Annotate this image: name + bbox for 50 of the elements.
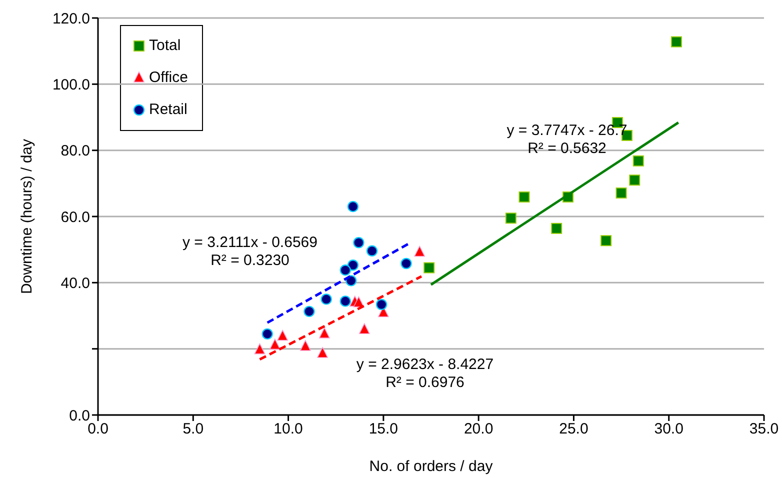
point	[262, 328, 273, 340]
x-tick-label: 25.0	[559, 420, 588, 438]
point	[277, 330, 288, 341]
point	[600, 235, 612, 246]
point	[632, 155, 644, 166]
point	[353, 237, 364, 248]
y-tick-label: 80.0	[60, 142, 90, 160]
y-axis-title: Downtime (hours) / day	[18, 138, 36, 294]
point	[376, 298, 388, 310]
annotation: y = 3.2111x - 0.6569 R² = 0.3230	[182, 234, 318, 269]
point	[359, 323, 370, 334]
point	[270, 338, 280, 350]
point	[317, 347, 328, 358]
x-tick-label: 20.0	[464, 420, 494, 438]
legend-label: Retail	[149, 100, 188, 120]
annotation: y = 2.9623x - 8.4227 R² = 0.6976	[356, 356, 494, 391]
x-tick-label: 10.0	[274, 420, 303, 438]
x-tick-label: 35.0	[749, 420, 779, 438]
y-tick-label: 120.0	[52, 10, 90, 28]
point	[366, 245, 378, 257]
point	[400, 258, 412, 270]
point	[347, 200, 359, 212]
point	[505, 212, 516, 224]
point	[319, 328, 330, 338]
x-tick-label: 5.0	[182, 420, 204, 438]
point	[300, 340, 311, 351]
point	[254, 343, 266, 354]
point	[424, 262, 435, 274]
y-tick-label: 0.0	[69, 407, 90, 424]
point	[551, 222, 562, 234]
point	[414, 246, 425, 257]
legend-label: Total	[149, 36, 181, 56]
point	[347, 260, 359, 271]
y-tick-label: 100.0	[52, 76, 90, 94]
x-axis-title: No. of orders / day	[369, 458, 494, 475]
y-tick-label: 40.0	[60, 274, 90, 292]
y-tick-label: 60.0	[60, 208, 90, 226]
point	[320, 294, 332, 305]
x-tick-label: 0.0	[88, 420, 108, 438]
point	[518, 191, 530, 202]
point	[670, 36, 682, 48]
point	[629, 174, 640, 186]
annotation: y = 3.7747x - 26.7 R² = 0.5632	[506, 122, 628, 157]
x-tick-label: 30.0	[654, 420, 684, 438]
x-tick-label: 15.0	[368, 420, 398, 438]
legend-label: Office	[149, 68, 188, 88]
point	[340, 296, 351, 307]
point	[616, 188, 627, 199]
point	[304, 306, 315, 318]
point	[340, 264, 351, 276]
